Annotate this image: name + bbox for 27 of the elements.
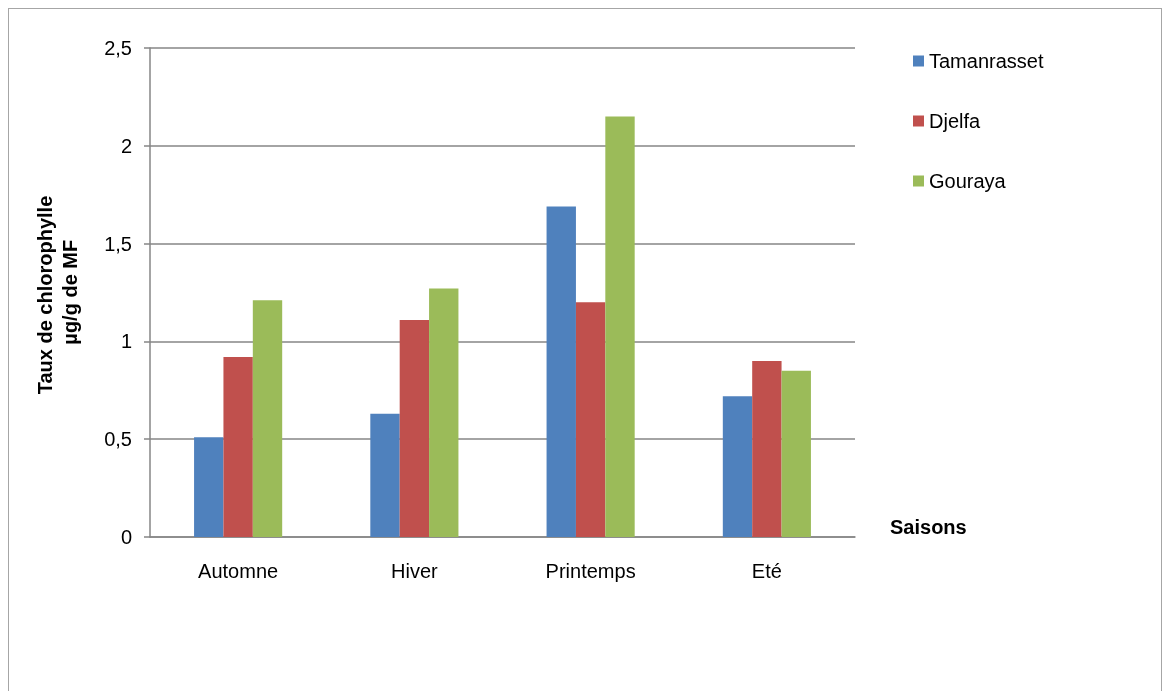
bar <box>429 288 459 537</box>
legend-label: Tamanrasset <box>929 50 1044 72</box>
x-tick-label: Eté <box>751 560 782 582</box>
bar <box>223 357 253 537</box>
y-tick-label: 1 <box>120 330 132 353</box>
bar <box>252 300 283 537</box>
bar <box>399 319 430 537</box>
x-axis-title: Saisons <box>890 516 967 538</box>
y-tick-label: 0 <box>120 526 132 548</box>
bar <box>781 370 811 537</box>
x-tick-label: Automne <box>198 560 279 582</box>
y-tick-label: 0,5 <box>104 428 132 451</box>
x-tick-label: Hiver <box>391 560 439 582</box>
bar <box>575 302 606 537</box>
bar <box>605 116 635 537</box>
bar <box>752 360 782 537</box>
legend-label: Gouraya <box>929 170 1007 192</box>
bar <box>546 206 576 537</box>
bar <box>194 437 224 537</box>
x-tick-label: Printemps <box>545 560 636 582</box>
legend-label: Djelfa <box>929 110 982 132</box>
bar <box>370 413 400 537</box>
y-tick-label: 2 <box>120 134 132 157</box>
y-tick-label: 1,5 <box>104 232 132 255</box>
bar <box>722 396 753 537</box>
y-tick-label: 2,5 <box>104 37 132 59</box>
y-axis-title: Taux de chlorophylle µg/g de MF <box>33 195 81 395</box>
